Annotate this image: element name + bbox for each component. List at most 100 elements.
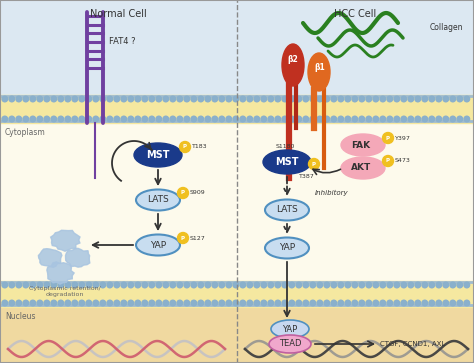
Circle shape [72, 116, 78, 122]
Circle shape [275, 282, 281, 288]
Circle shape [303, 300, 309, 306]
Circle shape [205, 116, 210, 122]
Circle shape [30, 96, 36, 102]
Circle shape [2, 300, 8, 306]
Circle shape [51, 96, 56, 102]
Circle shape [9, 282, 15, 288]
Text: MST: MST [275, 157, 299, 167]
Circle shape [93, 300, 99, 306]
Circle shape [233, 300, 238, 306]
Circle shape [464, 116, 470, 122]
Circle shape [338, 300, 344, 306]
Circle shape [261, 116, 266, 122]
Text: P: P [386, 135, 390, 140]
Circle shape [44, 282, 50, 288]
Circle shape [2, 282, 8, 288]
Circle shape [436, 300, 442, 306]
Circle shape [135, 300, 141, 306]
Circle shape [275, 96, 281, 102]
Circle shape [37, 300, 43, 306]
Text: FAT4 ?: FAT4 ? [109, 37, 136, 46]
Circle shape [394, 96, 400, 102]
Circle shape [149, 96, 155, 102]
Circle shape [107, 282, 113, 288]
Circle shape [338, 282, 344, 288]
Circle shape [408, 300, 414, 306]
Circle shape [324, 96, 329, 102]
Circle shape [93, 116, 99, 122]
Circle shape [450, 96, 456, 102]
Text: HCC Cell: HCC Cell [334, 9, 377, 19]
Circle shape [282, 116, 288, 122]
Circle shape [415, 300, 420, 306]
Text: LATS: LATS [147, 196, 169, 204]
Circle shape [226, 282, 232, 288]
Circle shape [156, 116, 162, 122]
Circle shape [135, 282, 141, 288]
Circle shape [296, 96, 301, 102]
Circle shape [142, 282, 147, 288]
Circle shape [23, 282, 28, 288]
Circle shape [415, 282, 420, 288]
Circle shape [317, 300, 323, 306]
Circle shape [457, 96, 463, 102]
Circle shape [58, 300, 64, 306]
Circle shape [415, 116, 420, 122]
Circle shape [198, 300, 204, 306]
Circle shape [142, 300, 147, 306]
Circle shape [72, 282, 78, 288]
Circle shape [240, 96, 246, 102]
Ellipse shape [136, 234, 180, 256]
Circle shape [383, 132, 393, 143]
Circle shape [170, 282, 175, 288]
Circle shape [450, 116, 456, 122]
Circle shape [352, 282, 357, 288]
Circle shape [310, 282, 316, 288]
Text: β1: β1 [315, 62, 325, 72]
Circle shape [429, 300, 435, 306]
Text: Cytoplasmic retention/: Cytoplasmic retention/ [29, 286, 101, 291]
Circle shape [114, 282, 119, 288]
Text: P: P [181, 191, 185, 196]
Circle shape [107, 116, 113, 122]
Circle shape [205, 282, 210, 288]
Circle shape [72, 96, 78, 102]
Circle shape [401, 300, 407, 306]
Circle shape [100, 282, 106, 288]
Circle shape [359, 282, 365, 288]
Ellipse shape [136, 189, 180, 211]
Circle shape [128, 116, 134, 122]
Circle shape [86, 300, 91, 306]
Circle shape [282, 300, 288, 306]
Circle shape [310, 300, 316, 306]
Circle shape [380, 282, 386, 288]
Circle shape [114, 96, 119, 102]
Circle shape [289, 300, 295, 306]
Circle shape [191, 282, 197, 288]
Circle shape [212, 116, 218, 122]
Circle shape [296, 282, 301, 288]
Circle shape [205, 96, 210, 102]
Circle shape [121, 96, 127, 102]
Circle shape [226, 116, 232, 122]
Circle shape [212, 96, 218, 102]
Ellipse shape [263, 150, 311, 174]
Bar [0, 281, 474, 307]
Circle shape [170, 96, 175, 102]
Circle shape [282, 96, 288, 102]
Circle shape [16, 282, 22, 288]
Circle shape [366, 116, 372, 122]
Circle shape [44, 96, 50, 102]
Ellipse shape [265, 200, 309, 220]
Circle shape [394, 116, 400, 122]
Circle shape [163, 300, 169, 306]
Circle shape [457, 300, 463, 306]
Circle shape [254, 282, 260, 288]
Circle shape [205, 300, 210, 306]
Circle shape [352, 300, 357, 306]
Circle shape [65, 282, 71, 288]
Circle shape [254, 116, 260, 122]
Circle shape [331, 282, 337, 288]
Circle shape [177, 96, 182, 102]
Circle shape [296, 300, 301, 306]
